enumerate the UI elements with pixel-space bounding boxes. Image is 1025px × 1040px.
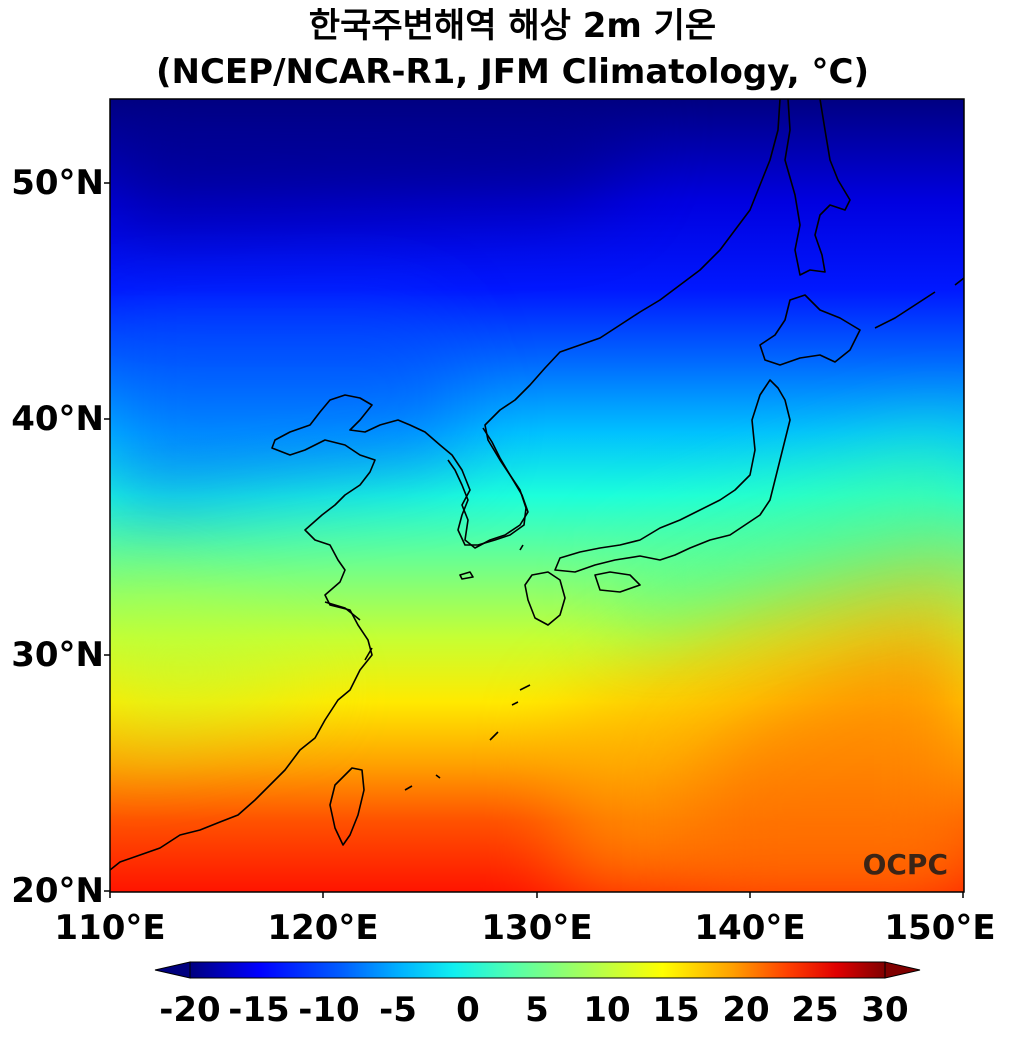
ryukyu-islands — [404, 684, 531, 791]
china-korea-russia-coast — [110, 99, 781, 871]
lon-label-140e: 140°E — [694, 908, 806, 948]
lon-label-130e: 130°E — [481, 908, 593, 948]
lat-label-50n: 50°N — [11, 163, 104, 203]
lon-label-150e: 150°E — [884, 908, 996, 948]
colorbar-tick: -20 — [159, 990, 221, 1030]
colorbar-tick: 25 — [791, 990, 839, 1030]
ocpc-watermark: OCPC — [863, 848, 948, 881]
lon-label-120e: 120°E — [267, 908, 379, 948]
shikoku — [594, 571, 641, 593]
sakhalin — [784, 99, 851, 276]
colorbar-tick: -10 — [298, 990, 360, 1030]
korea-peninsula — [447, 427, 527, 546]
axis-ticks — [104, 182, 964, 898]
hokkaido — [759, 294, 861, 366]
chart-title-line1: 한국주변해역 해상 2m 기온 — [308, 6, 717, 46]
cold-continent-shading — [110, 300, 465, 520]
lon-label-110e: 110°E — [54, 908, 166, 948]
colorbar-tick: -15 — [228, 990, 290, 1030]
kyushu — [524, 571, 566, 626]
taiwan — [329, 767, 365, 846]
colorbar-tick: 5 — [525, 990, 549, 1030]
colorbar-tick: 10 — [583, 990, 631, 1030]
colorbar-tick: -5 — [379, 990, 417, 1030]
china-inner-bays — [324, 601, 373, 661]
coastlines — [110, 99, 964, 871]
lat-label-30n: 30°N — [11, 635, 104, 675]
lat-label-20n: 20°N — [11, 871, 104, 911]
colorbar-tick: 15 — [652, 990, 700, 1030]
lat-label-40n: 40°N — [11, 399, 104, 439]
chart-title-line2: (NCEP/NCAR-R1, JFM Climatology, °C) — [155, 52, 870, 92]
colorbar-tick: 0 — [456, 990, 480, 1030]
colorbar-tick: 20 — [722, 990, 770, 1030]
kuril-islands — [874, 277, 964, 329]
jeju-tsushima — [459, 544, 524, 580]
colorbar-tick: 30 — [861, 990, 909, 1030]
honshu — [554, 379, 791, 573]
